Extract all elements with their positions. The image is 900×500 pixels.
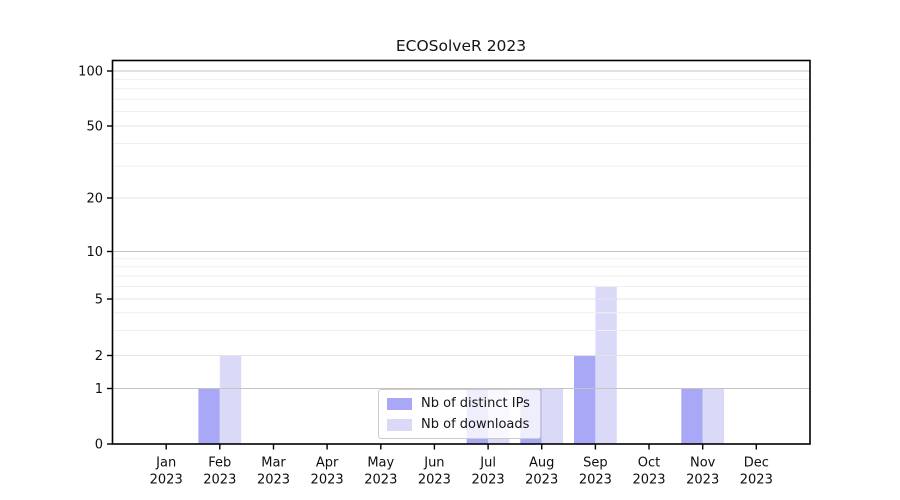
bar-downloads-feb <box>219 355 242 444</box>
chart-title: ECOSolveR 2023 <box>396 37 526 55</box>
x-tick-label-apr: Apr 2023 <box>311 456 344 488</box>
x-tick-label-aug: Aug 2023 <box>525 456 558 488</box>
legend-swatch-distinct-ips <box>387 397 412 410</box>
legend-item-downloads: Nb of downloads <box>387 417 530 432</box>
legend-swatch-downloads <box>387 418 412 431</box>
bar-distinct-ips-sep <box>574 355 596 444</box>
legend-label-distinct-ips: Nb of distinct IPs <box>421 396 530 411</box>
x-tick-label-jul: Jul 2023 <box>472 456 505 488</box>
bar-distinct-ips-feb <box>198 388 220 444</box>
y-tick-label-2: 2 <box>95 349 103 364</box>
x-tick-label-nov: Nov 2023 <box>686 456 719 488</box>
x-tick-label-may: May 2023 <box>364 456 397 488</box>
bar-downloads-aug <box>541 388 564 444</box>
x-tick-label-jan: Jan 2023 <box>150 456 183 488</box>
x-tick-label-mar: Mar 2023 <box>257 456 290 488</box>
y-tick-label-5: 5 <box>95 293 103 308</box>
bar-downloads-nov <box>702 388 725 444</box>
x-tick-label-oct: Oct 2023 <box>632 456 665 488</box>
legend-item-distinct-ips: Nb of distinct IPs <box>387 396 530 411</box>
legend-label-downloads: Nb of downloads <box>421 417 530 432</box>
axes-spines <box>111 59 811 445</box>
y-tick-label-1: 1 <box>95 382 103 397</box>
bar-downloads-sep <box>595 286 617 444</box>
x-tick-label-feb: Feb 2023 <box>203 456 236 488</box>
grid-layer <box>112 70 810 389</box>
y-tick-label-0: 0 <box>95 438 103 453</box>
y-tick-label-50: 50 <box>86 120 103 135</box>
axes-layer <box>107 59 811 450</box>
y-tick-label-100: 100 <box>78 65 103 80</box>
bar-distinct-ips-nov <box>681 388 703 444</box>
x-tick-label-sep: Sep 2023 <box>579 456 612 488</box>
x-tick-label-jun: Jun 2023 <box>418 456 451 488</box>
y-tick-label-20: 20 <box>86 192 103 207</box>
y-tick-label-10: 10 <box>86 245 103 260</box>
legend: Nb of distinct IPs Nb of downloads <box>378 389 541 439</box>
x-tick-label-dec: Dec 2023 <box>740 456 773 488</box>
